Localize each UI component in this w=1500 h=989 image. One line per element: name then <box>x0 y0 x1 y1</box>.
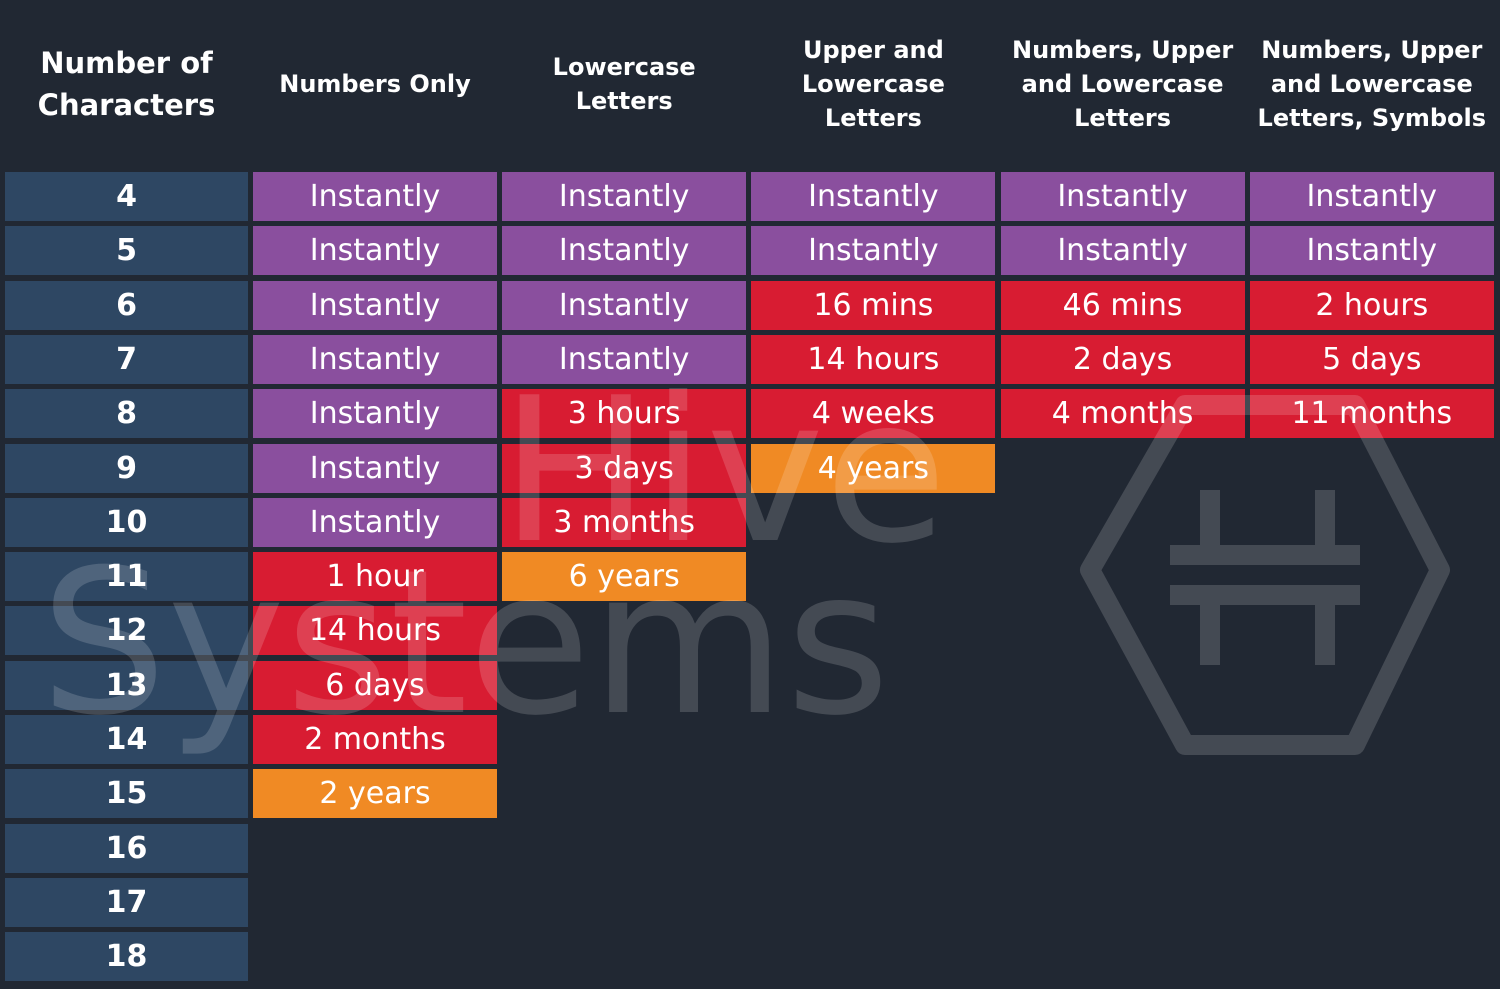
crack-time-cell: 2 hours <box>1249 280 1494 330</box>
crack-time-cell: 5 days <box>1249 334 1494 384</box>
crack-time-cell: 2 days <box>1000 334 1245 384</box>
row-label: 4 <box>5 172 248 221</box>
crack-time-cell: 14 hours <box>751 334 996 384</box>
row-label: 6 <box>5 280 248 330</box>
crack-time-cell: 2 years <box>253 769 497 819</box>
crack-time-cell: Instantly <box>253 389 497 439</box>
header-line: Number of <box>40 46 213 80</box>
row-label: 9 <box>5 443 248 493</box>
row-label: 11 <box>5 552 248 602</box>
crack-time-cell: Instantly <box>1249 226 1494 276</box>
column-header: Upper and Lowercase Letters <box>748 0 998 168</box>
header-line: and Lowercase <box>1270 70 1473 98</box>
header-line: and Lowercase <box>1021 70 1224 98</box>
row-label: 14 <box>5 715 248 764</box>
crack-time-cell: 3 months <box>502 497 747 547</box>
header-line: Upper and <box>803 36 944 64</box>
crack-time-cell: Instantly <box>253 226 497 276</box>
header-line: Numbers, Upper <box>1011 36 1234 64</box>
crack-time-cell: Instantly <box>253 172 497 221</box>
row-label: 10 <box>5 497 248 547</box>
header-line: Numbers, Upper <box>1261 36 1483 64</box>
crack-time-cell: 46 mins <box>1000 280 1245 330</box>
header-line: Letters <box>575 87 673 115</box>
crack-time-cell: Instantly <box>253 497 497 547</box>
crack-time-cell: Instantly <box>253 280 497 330</box>
crack-time-cell: 4 months <box>1000 389 1245 439</box>
crack-time-cell: 2 months <box>253 715 497 764</box>
row-label: 18 <box>5 932 248 982</box>
crack-time-cell: Instantly <box>1000 226 1245 276</box>
crack-time-cell: 14 hours <box>253 606 497 656</box>
header-line: Numbers Only <box>279 70 471 98</box>
crack-time-cell: 4 years <box>751 443 996 493</box>
crack-time-cell: Instantly <box>253 334 497 384</box>
row-label: 7 <box>5 334 248 384</box>
row-label: 13 <box>5 660 248 710</box>
crack-time-cell: 1 hour <box>253 552 497 602</box>
row-label: 12 <box>5 606 248 656</box>
crack-time-cell: Instantly <box>751 226 996 276</box>
crack-time-cell: Instantly <box>751 172 996 221</box>
crack-time-cell: Instantly <box>502 226 747 276</box>
column-header: Numbers, Upper and Lowercase Letters, Symb… <box>1247 0 1497 168</box>
crack-time-cell: 6 years <box>502 552 747 602</box>
header-line: Characters <box>37 88 216 122</box>
crack-time-cell: Instantly <box>1000 172 1245 221</box>
crack-time-cell: 3 days <box>502 443 747 493</box>
crack-time-cell: Instantly <box>253 443 497 493</box>
crack-time-cell: 4 weeks <box>751 389 996 439</box>
crack-time-cell: 16 mins <box>751 280 996 330</box>
row-label: 16 <box>5 823 248 873</box>
column-header: Lowercase Letters <box>499 0 749 168</box>
header-line: Lowercase <box>552 53 696 81</box>
crack-time-cell: Instantly <box>502 280 747 330</box>
crack-time-cell: Instantly <box>502 334 747 384</box>
header-line: Letters, Symbols <box>1257 104 1487 132</box>
column-header: Number of Characters <box>2 0 251 168</box>
crack-time-cell: 11 months <box>1249 389 1494 439</box>
crack-time-cell: Instantly <box>502 172 747 221</box>
row-label: 17 <box>5 877 248 927</box>
row-label: 8 <box>5 389 248 439</box>
crack-time-cell: Instantly <box>1249 172 1494 221</box>
header-line: Letters <box>1074 104 1172 132</box>
header-line: Lowercase <box>801 70 945 98</box>
logo <box>1080 395 1450 755</box>
column-header: Numbers, Upper and Lowercase Letters <box>998 0 1248 168</box>
crack-time-cell: 3 hours <box>502 389 747 439</box>
crack-time-cell: 6 days <box>253 660 497 710</box>
row-label: 15 <box>5 769 248 819</box>
column-header: Numbers Only <box>250 0 500 168</box>
row-label: 5 <box>5 226 248 276</box>
header-line: Letters <box>824 104 922 132</box>
